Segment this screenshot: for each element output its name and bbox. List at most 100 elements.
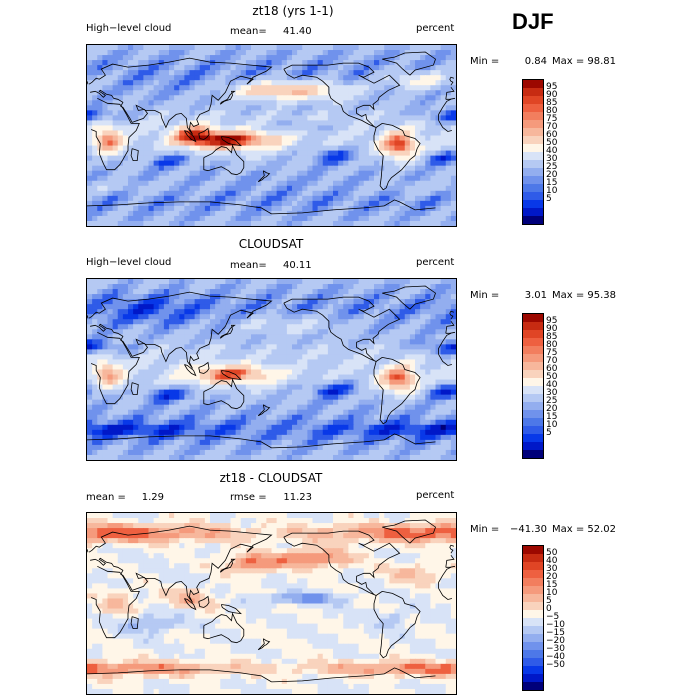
heatmap-cell — [276, 100, 283, 106]
heatmap-cell — [256, 439, 262, 446]
heatmap-cell — [143, 175, 150, 182]
heatmap-cell — [169, 359, 175, 366]
heatmap-cell — [199, 374, 206, 381]
heatmap-cell — [394, 60, 401, 66]
heatmap-cell — [343, 394, 349, 401]
heatmap-cell — [420, 429, 426, 436]
heatmap-cell — [230, 329, 237, 335]
heatmap-cell — [327, 65, 334, 71]
heatmap-cell — [225, 359, 232, 366]
heatmap-cell — [374, 45, 380, 51]
heatmap-cell — [368, 359, 375, 366]
heatmap-cell — [312, 379, 319, 386]
heatmap-cell — [210, 299, 216, 305]
heatmap-cell — [251, 65, 257, 71]
heatmap-cell — [138, 195, 144, 202]
heatmap-cell — [220, 369, 226, 376]
heatmap-cell — [276, 419, 283, 426]
heatmap-cell — [348, 309, 355, 315]
heatmap-cell — [363, 339, 370, 345]
heatmap-cell — [384, 279, 390, 285]
heatmap-cell — [117, 70, 124, 76]
heatmap-cell — [276, 429, 283, 436]
heatmap-cell — [163, 110, 170, 116]
heatmap-cell — [384, 284, 390, 290]
heatmap-cell — [450, 284, 456, 290]
heatmap-cell — [174, 369, 180, 376]
heatmap-cell — [425, 404, 431, 411]
heatmap-cell — [169, 50, 175, 56]
heatmap-cell — [440, 190, 447, 197]
heatmap-cell — [256, 419, 262, 426]
heatmap-cell — [333, 170, 339, 177]
heatmap-cell — [322, 429, 329, 436]
heatmap-cell — [440, 110, 447, 116]
heatmap-cell — [322, 294, 329, 300]
heatmap-cell — [379, 145, 385, 152]
heatmap-cell — [368, 349, 375, 356]
heatmap-cell — [122, 279, 129, 285]
heatmap-cell — [245, 319, 252, 325]
heatmap-cell — [379, 190, 385, 197]
heatmap-cell — [245, 339, 252, 345]
heatmap-cell — [230, 130, 237, 137]
heatmap-cell — [169, 155, 175, 162]
heatmap-cell — [358, 434, 365, 441]
heatmap-cell — [425, 80, 431, 86]
heatmap-cell — [256, 100, 262, 106]
heatmap-cell — [358, 105, 365, 111]
heatmap-cell — [338, 354, 344, 361]
heatmap-cell — [133, 220, 139, 226]
heatmap-cell — [425, 314, 431, 320]
heatmap-cell — [235, 65, 242, 71]
heatmap-cell — [261, 384, 267, 391]
heatmap-cell — [286, 379, 293, 386]
heatmap-cell — [266, 135, 273, 142]
heatmap-cell — [368, 220, 375, 226]
heatmap-cell — [286, 414, 293, 421]
heatmap-cell — [189, 419, 196, 426]
heatmap-cell — [445, 364, 452, 371]
heatmap-cell — [297, 110, 303, 116]
heatmap-cell — [348, 324, 355, 330]
heatmap-cell — [368, 205, 375, 212]
heatmap-cell — [348, 434, 355, 441]
heatmap-cell — [312, 409, 319, 416]
heatmap-cell — [312, 165, 319, 172]
heatmap-cell — [138, 279, 144, 285]
heatmap-cell — [435, 414, 442, 421]
heatmap-cell — [358, 135, 365, 142]
heatmap-cell — [92, 200, 98, 207]
heatmap-cell — [204, 379, 211, 386]
heatmap-cell — [210, 439, 216, 446]
colorbar-cell — [523, 80, 543, 88]
heatmap-cell — [322, 185, 329, 192]
heatmap-cell — [363, 150, 370, 157]
heatmap-cell — [251, 60, 257, 66]
heatmap-cell — [87, 125, 93, 132]
heatmap-cell — [281, 150, 288, 157]
heatmap-cell — [143, 389, 150, 396]
heatmap-cell — [169, 354, 175, 361]
heatmap-cell — [266, 200, 273, 207]
heatmap-cell — [333, 70, 339, 76]
heatmap-cell — [251, 170, 257, 177]
heatmap-cell — [440, 434, 447, 441]
heatmap-cell — [409, 170, 416, 177]
heatmap-cell — [240, 155, 247, 162]
heatmap-cell — [225, 150, 232, 157]
heatmap-cell — [389, 95, 396, 101]
heatmap-cell — [374, 125, 380, 132]
heatmap-cell — [194, 85, 201, 91]
heatmap-cell — [112, 205, 119, 212]
heatmap-cell — [450, 130, 456, 137]
heatmap-cell — [220, 354, 226, 361]
heatmap-cell — [128, 105, 134, 111]
heatmap-cell — [276, 205, 283, 212]
heatmap-cell — [348, 299, 355, 305]
heatmap-cell — [225, 220, 232, 226]
heatmap-cell — [184, 190, 191, 197]
heatmap-cell — [256, 165, 262, 172]
heatmap-cell — [230, 165, 237, 172]
heatmap-cell — [425, 90, 431, 96]
